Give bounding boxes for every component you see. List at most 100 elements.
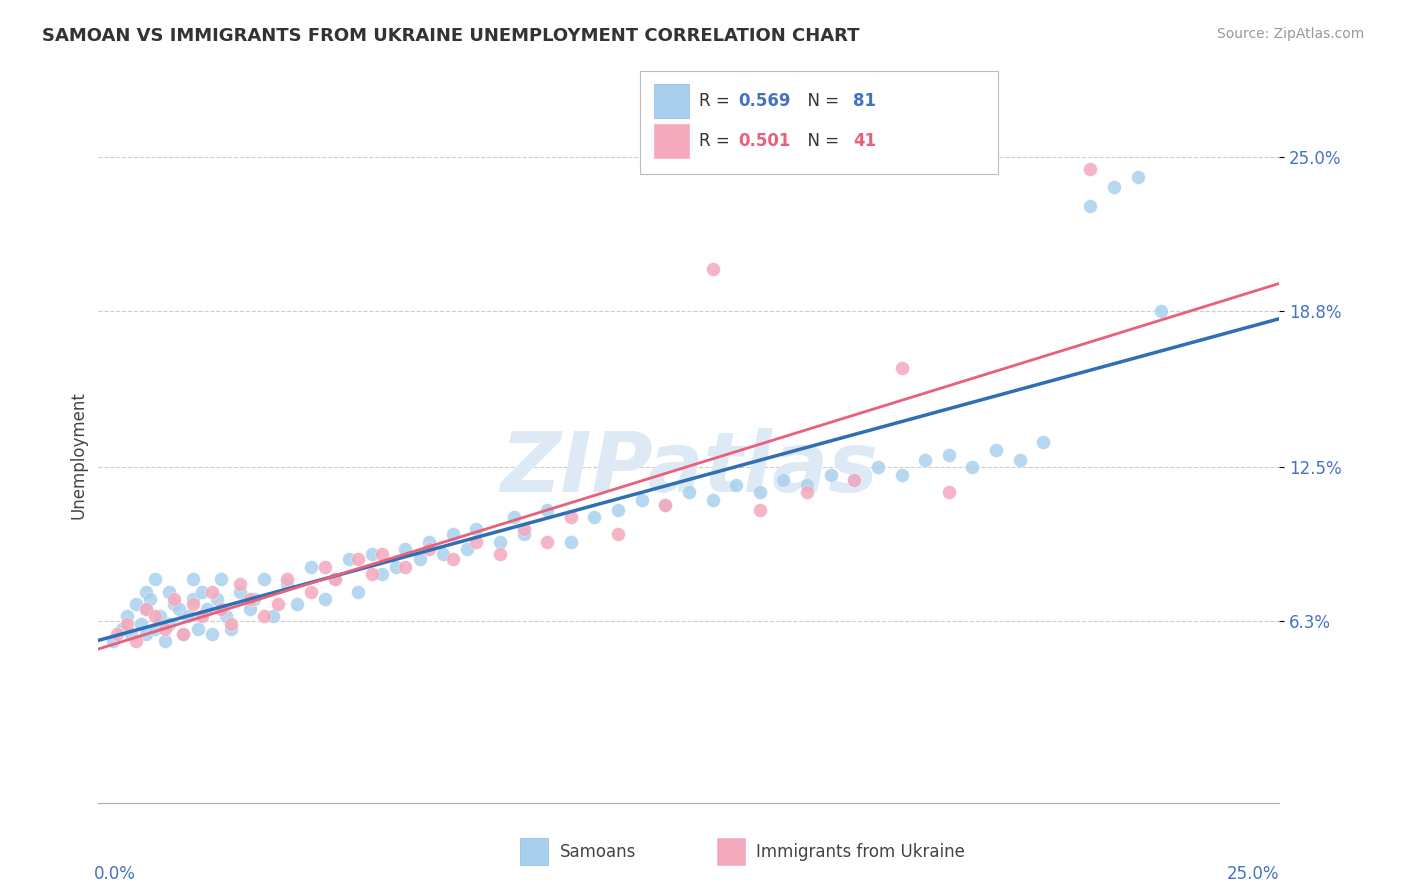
Point bbox=[239, 592, 262, 607]
Point bbox=[191, 584, 214, 599]
Text: 81: 81 bbox=[853, 92, 876, 110]
Point bbox=[408, 552, 430, 566]
Text: 41: 41 bbox=[853, 132, 876, 150]
Point bbox=[125, 634, 148, 648]
Point bbox=[702, 492, 724, 507]
Point bbox=[337, 552, 360, 566]
Point bbox=[503, 510, 526, 524]
Point bbox=[135, 602, 157, 616]
Point bbox=[143, 622, 166, 636]
Point bbox=[163, 592, 186, 607]
Point bbox=[465, 534, 488, 549]
Point bbox=[536, 534, 558, 549]
Point bbox=[560, 510, 582, 524]
Text: 0.569: 0.569 bbox=[738, 92, 790, 110]
Point bbox=[135, 584, 157, 599]
Point bbox=[209, 572, 232, 586]
Point bbox=[135, 627, 157, 641]
Point bbox=[1032, 435, 1054, 450]
Point bbox=[984, 442, 1007, 457]
Point bbox=[205, 592, 228, 607]
Point bbox=[441, 552, 464, 566]
Point bbox=[938, 485, 960, 500]
Point bbox=[181, 597, 204, 611]
Point bbox=[1150, 303, 1173, 318]
Point bbox=[299, 584, 322, 599]
Point bbox=[253, 609, 276, 624]
Point bbox=[418, 542, 440, 557]
Point bbox=[347, 584, 370, 599]
Point bbox=[441, 527, 464, 541]
Point bbox=[962, 460, 984, 475]
Point bbox=[866, 460, 889, 475]
Point bbox=[157, 584, 180, 599]
Point bbox=[239, 602, 262, 616]
Text: 25.0%: 25.0% bbox=[1227, 865, 1279, 883]
Point bbox=[215, 609, 238, 624]
Text: Immigrants from Ukraine: Immigrants from Ukraine bbox=[756, 843, 966, 861]
Point bbox=[560, 534, 582, 549]
Point bbox=[115, 609, 138, 624]
Point bbox=[1102, 179, 1125, 194]
Point bbox=[163, 597, 186, 611]
Point bbox=[153, 634, 176, 648]
Point bbox=[177, 609, 200, 624]
Point bbox=[630, 492, 652, 507]
Point bbox=[512, 523, 534, 537]
Point bbox=[201, 627, 224, 641]
Point bbox=[607, 502, 630, 516]
Point bbox=[149, 609, 172, 624]
Point bbox=[129, 616, 152, 631]
Point bbox=[219, 616, 242, 631]
Text: 0.0%: 0.0% bbox=[94, 865, 135, 883]
Point bbox=[285, 597, 308, 611]
Text: R =: R = bbox=[699, 132, 735, 150]
Point bbox=[772, 473, 794, 487]
Point bbox=[844, 473, 866, 487]
Point bbox=[125, 597, 148, 611]
Point bbox=[1008, 453, 1031, 467]
Text: Samoans: Samoans bbox=[560, 843, 636, 861]
Y-axis label: Unemployment: Unemployment bbox=[69, 391, 87, 519]
Point bbox=[314, 592, 336, 607]
Point bbox=[465, 523, 488, 537]
Point bbox=[105, 627, 128, 641]
Point bbox=[725, 477, 748, 491]
Point bbox=[844, 473, 866, 487]
Point bbox=[654, 498, 676, 512]
Point bbox=[139, 592, 162, 607]
Point bbox=[748, 502, 770, 516]
Point bbox=[172, 627, 194, 641]
Point bbox=[796, 485, 818, 500]
Point bbox=[347, 552, 370, 566]
Point bbox=[456, 542, 478, 557]
Point bbox=[938, 448, 960, 462]
Point bbox=[702, 261, 724, 276]
Point bbox=[489, 547, 512, 561]
Text: 0.501: 0.501 bbox=[738, 132, 790, 150]
Point bbox=[432, 547, 454, 561]
Point bbox=[209, 602, 232, 616]
Point bbox=[157, 616, 180, 631]
Point bbox=[276, 577, 298, 591]
Point bbox=[323, 572, 346, 586]
Point bbox=[299, 559, 322, 574]
Point bbox=[796, 477, 818, 491]
Point bbox=[143, 609, 166, 624]
Point bbox=[890, 467, 912, 482]
Point bbox=[111, 622, 134, 636]
Point bbox=[229, 577, 252, 591]
Point bbox=[276, 572, 298, 586]
Point bbox=[820, 467, 842, 482]
Text: R =: R = bbox=[699, 92, 735, 110]
Point bbox=[153, 622, 176, 636]
Point bbox=[121, 627, 143, 641]
Point bbox=[101, 634, 124, 648]
Point bbox=[115, 616, 138, 631]
Point bbox=[191, 609, 214, 624]
Point bbox=[678, 485, 700, 500]
Point bbox=[314, 559, 336, 574]
Point bbox=[890, 361, 912, 376]
Point bbox=[1126, 169, 1149, 184]
Point bbox=[385, 559, 408, 574]
